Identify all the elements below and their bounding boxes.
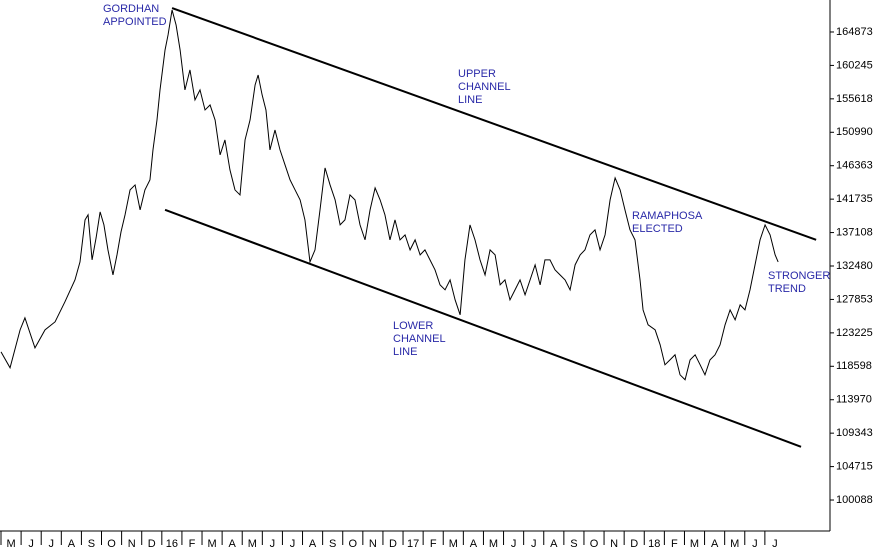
annotation: GORDHAN — [103, 3, 159, 15]
x-tick-label: F — [430, 538, 437, 550]
y-tick-label: 118598 — [836, 360, 872, 372]
x-tick-label: M — [207, 538, 216, 550]
annotation: CHANNEL — [393, 333, 446, 345]
x-tick-label: F — [189, 538, 196, 550]
channel-line — [171, 7, 817, 241]
x-tick-label: N — [128, 538, 136, 550]
y-tick-label: 150990 — [836, 126, 873, 138]
channel-line — [164, 208, 802, 448]
x-tick-label: A — [711, 538, 719, 550]
x-tick-label: N — [610, 538, 618, 550]
x-tick-label: O — [107, 538, 116, 550]
x-tick-label: A — [470, 538, 478, 550]
x-tick-label: M — [449, 538, 458, 550]
x-tick-label: A — [229, 538, 237, 550]
x-tick-label: O — [590, 538, 599, 550]
x-tick-label: J — [511, 538, 517, 550]
x-tick-label: 17 — [407, 538, 419, 550]
x-tick-label: M — [730, 538, 739, 550]
price-line — [0, 9, 779, 381]
annotation: LINE — [458, 94, 482, 106]
annotation: CHANNEL — [458, 81, 511, 93]
x-tick-label: J — [772, 538, 778, 550]
annotation: STRONGER — [768, 270, 830, 282]
x-tick-label: M — [6, 538, 15, 550]
x-tick-label: J — [752, 538, 758, 550]
annotation: RAMAPHOSA — [632, 210, 703, 222]
x-tick-label: A — [309, 538, 317, 550]
x-tick-label: J — [290, 538, 296, 550]
x-tick-label: A — [550, 538, 558, 550]
annotation: TREND — [768, 283, 806, 295]
annotation: UPPER — [458, 68, 496, 80]
y-tick-label: 109343 — [836, 427, 873, 439]
y-tick-label: 137108 — [836, 226, 873, 238]
x-tick-label: M — [690, 538, 699, 550]
y-tick-label: 141735 — [836, 193, 873, 205]
y-tick-label: 104715 — [836, 460, 873, 472]
x-tick-label: M — [248, 538, 257, 550]
x-tick-label: 16 — [166, 538, 178, 550]
x-tick-label: F — [671, 538, 678, 550]
y-tick-label: 132480 — [836, 260, 873, 272]
x-tick-label: J — [49, 538, 55, 550]
x-tick-label: S — [570, 538, 577, 550]
x-tick-label: J — [270, 538, 276, 550]
x-tick-label: M — [489, 538, 498, 550]
y-tick-label: 155618 — [836, 93, 873, 105]
x-tick-label: D — [148, 538, 156, 550]
y-tick-label: 127853 — [836, 293, 873, 305]
x-tick-label: J — [531, 538, 537, 550]
annotation: LOWER — [393, 320, 433, 332]
x-tick-label: A — [68, 538, 76, 550]
x-tick-label: S — [329, 538, 336, 550]
x-tick-label: N — [369, 538, 377, 550]
x-tick-label: O — [349, 538, 358, 550]
x-tick-label: D — [389, 538, 397, 550]
y-tick-label: 100088 — [836, 494, 873, 506]
y-tick-label: 160245 — [836, 59, 873, 71]
y-tick-label: 113970 — [836, 394, 872, 406]
x-tick-label: J — [28, 538, 34, 550]
annotation: ELECTED — [632, 223, 683, 235]
annotation: APPOINTED — [103, 16, 167, 28]
annotation: LINE — [393, 346, 417, 358]
y-tick-label: 123225 — [836, 327, 873, 339]
x-tick-label: 18 — [648, 538, 660, 550]
x-tick-label: S — [88, 538, 95, 550]
y-tick-label: 146363 — [836, 160, 873, 172]
x-tick-label: D — [630, 538, 638, 550]
y-tick-label: 164873 — [836, 26, 873, 38]
